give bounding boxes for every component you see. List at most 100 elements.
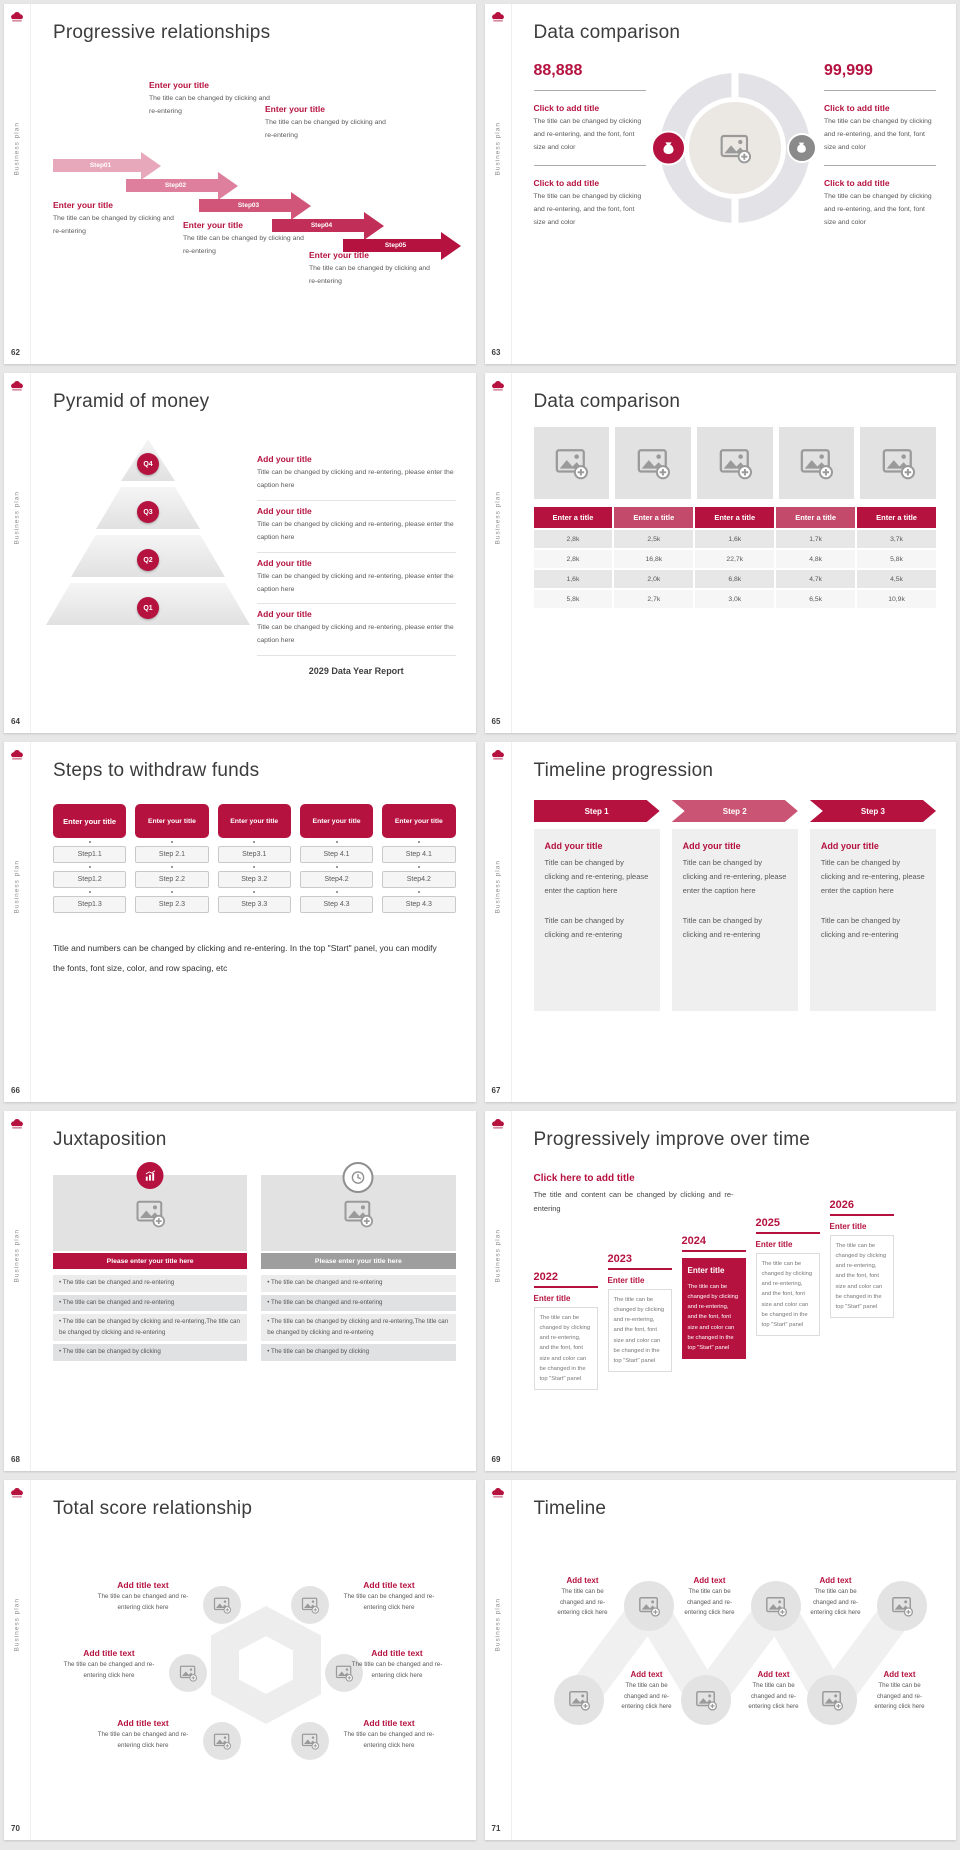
image-placeholder: [615, 427, 691, 499]
year-label: 2023: [607, 1253, 672, 1270]
year-caption: The title can be changed by clicking and…: [607, 1289, 672, 1372]
money-bag-red-icon: [650, 130, 686, 166]
slide-number: 63: [491, 348, 501, 357]
callout-caption: The title can be changed by clicking and…: [149, 95, 270, 115]
slide-67-card[interactable]: Business plan 67 Timeline progression St…: [484, 742, 956, 1102]
slide-69-card[interactable]: Business plan 69 Progressively improve o…: [484, 1111, 956, 1471]
slide-68-card[interactable]: Business plan 68 Juxtaposition Please en…: [4, 1111, 476, 1471]
slide-content: Timeline Add text The title can be chang…: [512, 1480, 957, 1840]
report-footer-label: 2029 Data Year Report: [308, 666, 404, 677]
callout-title: Enter your title: [265, 104, 325, 114]
image-placeholder-icon: [891, 1595, 913, 1617]
slide-71-card[interactable]: Business plan 71 Timeline Add text The t…: [484, 1480, 957, 1840]
progressive-arrows-diagram: Step01 Step02 Step03 Step04 Step05: [53, 52, 461, 302]
image-placeholder: [553, 1675, 604, 1725]
year-label: 2022: [533, 1271, 598, 1288]
slide-content: Data comparison 88,888 Click to add titl…: [512, 4, 957, 364]
table-cell: 1,6k: [695, 530, 775, 548]
slide-rail: Business plan 63: [485, 4, 512, 364]
image-placeholder: [533, 427, 610, 499]
sidebar-vertical-label: Business plan: [13, 860, 21, 914]
panel-title: Add your title: [820, 841, 879, 851]
pyramid-badge-q4: Q4: [137, 453, 159, 475]
image-placeholder-icon: [719, 132, 751, 164]
caption-item: Add your title Title can be changed by c…: [257, 449, 456, 501]
step-cell: Step3.1: [217, 846, 291, 863]
image-placeholder-icon: [821, 1689, 843, 1711]
year-block-2026: 2026 Enter title The title can be change…: [829, 1199, 894, 1318]
slide-66-card[interactable]: Business plan 66 Steps to withdraw funds…: [4, 742, 476, 1102]
slide-rail: Business plan 65: [485, 373, 512, 733]
table-cell: 2,0k: [614, 570, 694, 588]
timeline-item: Add text The title can be changed and re…: [803, 1576, 869, 1619]
table-cell: 10,9k: [857, 590, 936, 608]
sidebar-vertical-label: Business plan: [13, 491, 21, 545]
table-cell: 3,0k: [695, 590, 775, 608]
image-placeholder: [680, 1675, 731, 1725]
relation-item: Add title text The title can be changed …: [87, 1718, 199, 1751]
item-caption: Title can be changed by clicking and re-…: [257, 520, 454, 541]
step-panel: Add your title Title can be changed by c…: [671, 829, 798, 1011]
table-cell: 6,5k: [776, 590, 856, 608]
year-caption: The title can be changed by clicking and…: [533, 1307, 598, 1390]
image-placeholder: [860, 427, 936, 499]
table-cell: 6,8k: [695, 570, 775, 588]
connector-dot: [88, 866, 91, 868]
year-title: Enter title: [607, 1276, 645, 1285]
slide-content: Total score relationship Add title text …: [31, 1480, 476, 1840]
image-placeholder-icon: [718, 446, 752, 480]
year-block-2024: 2024 Enter title The title can be change…: [681, 1235, 746, 1359]
step-panel: Add your title Title can be changed by c…: [533, 829, 660, 1011]
table-header-cell: Enter a title: [776, 507, 856, 528]
item-caption: The title can be changed and re-entering…: [874, 1682, 925, 1711]
table-cell: 2,8k: [533, 550, 613, 568]
stat-title: Click to add title: [824, 177, 890, 188]
relation-item: Add title text The title can be changed …: [333, 1718, 445, 1751]
item-title: Add title text: [363, 1718, 415, 1728]
image-placeholder-icon: [881, 446, 915, 480]
pyramid-badge-q1: Q1: [137, 597, 159, 619]
item-title: Add title text: [117, 1580, 169, 1590]
image-placeholder-icon: [343, 1198, 373, 1228]
sidebar-vertical-label: Business plan: [494, 122, 501, 176]
stat-value: 88,888: [533, 62, 583, 79]
slide-65-card[interactable]: Business plan 65 Data comparison Enter a…: [484, 373, 956, 733]
slide-63-card[interactable]: Business plan 63 Data comparison 88,888 …: [484, 4, 957, 364]
table-cell: 1,6k: [533, 570, 613, 588]
pyramid-layout: Q4 Q3 Q2 Q1 Add your title Title can be …: [46, 421, 456, 677]
step-panel: Add your title Title can be changed by c…: [809, 829, 936, 1011]
image-placeholder: [750, 1581, 801, 1631]
brand-logo-icon: [10, 379, 25, 392]
image-placeholder-icon: [179, 1664, 197, 1682]
callout-title: Enter your title: [53, 200, 113, 210]
table-cell: 3,7k: [857, 530, 936, 548]
arrow-head-icon: [441, 232, 461, 260]
slide-62-card[interactable]: Business plan 62 Progressive relationshi…: [4, 4, 476, 364]
image-placeholder: [325, 1654, 363, 1692]
sidebar-vertical-label: Business plan: [494, 860, 501, 914]
timeline-step: Step 2 Add your title Title can be chang…: [671, 800, 798, 1011]
image-placeholder: [169, 1654, 207, 1692]
panel-caption-2: Title can be changed by clicking and re-…: [544, 915, 624, 939]
table-row: 2,8k 16,8k 22,7k 4,8k 5,8k: [533, 550, 936, 568]
slide-70-card[interactable]: Business plan 70 Total score relationshi…: [4, 1480, 476, 1840]
year-label: 2026: [829, 1199, 894, 1216]
brand-logo-icon: [10, 1117, 25, 1130]
brand-logo-icon: [490, 748, 505, 761]
right-panel: Please enter your title here The title c…: [261, 1162, 456, 1364]
zigzag-band: [561, 1589, 919, 1717]
slide-64-card[interactable]: Business plan 64 Pyramid of money Q4 Q3 …: [4, 373, 476, 733]
image-placeholder-icon: [213, 1732, 231, 1750]
connector-dot: [88, 841, 91, 843]
connector-dot: [335, 891, 338, 893]
lead-text: Click here to add title The title and co…: [534, 1173, 734, 1215]
caption-item: Add your title Title can be changed by c…: [257, 553, 456, 605]
year-title: Enter title: [533, 1294, 571, 1303]
item-caption: The title can be changed and re-entering…: [810, 1588, 861, 1617]
timeline-item: Add text The title can be changed and re…: [614, 1670, 680, 1713]
image-placeholder: [291, 1586, 329, 1624]
panel-title: Add your title: [682, 841, 741, 851]
bullet-item: The title can be changed by clicking: [261, 1344, 456, 1361]
page-title: Progressively improve over time: [533, 1129, 811, 1150]
table-cell: 2,7k: [614, 590, 694, 608]
